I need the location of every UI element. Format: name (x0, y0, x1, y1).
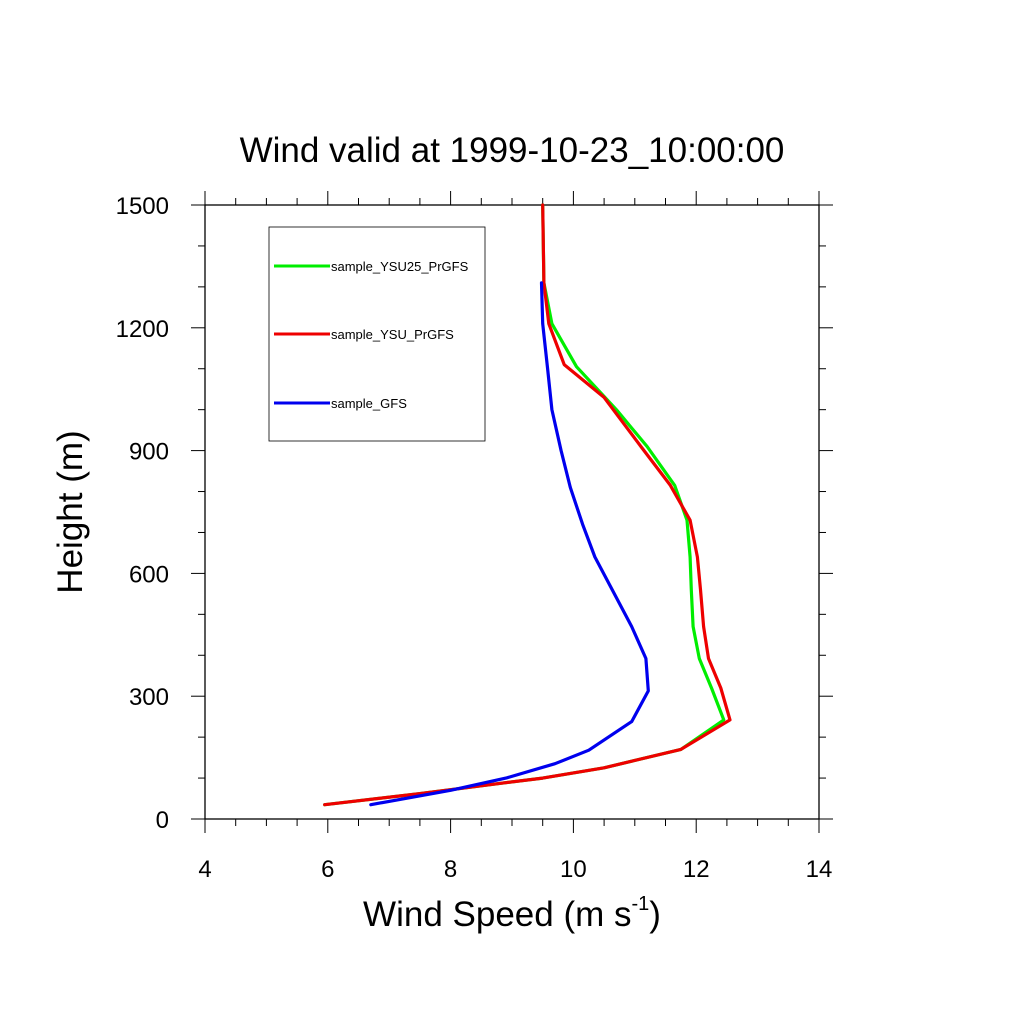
legend-label: sample_YSU_PrGFS (331, 327, 454, 342)
y-tick-label: 600 (129, 561, 169, 588)
chart-title: Wind valid at 1999-10-23_10:00:00 (240, 131, 785, 170)
x-tick-label: 10 (560, 856, 587, 883)
x-axis-label-sup: -1 (631, 893, 649, 915)
x-tick-label: 4 (198, 856, 211, 883)
y-tick-labels: 0 300 600 900 1200 1500 (116, 193, 169, 834)
x-tick-labels: 4 6 8 10 12 14 (198, 856, 832, 883)
legend-label: sample_YSU25_PrGFS (331, 259, 469, 274)
y-axis-label: Height (m) (51, 430, 90, 593)
legend-label: sample_GFS (331, 396, 407, 411)
series-line-sample-ysu-prgfs (323, 203, 732, 807)
series-lines (323, 203, 732, 807)
y-tick-label: 1200 (116, 316, 169, 343)
x-tick-label: 8 (444, 856, 457, 883)
x-axis-label: Wind Speed (m s-1) (363, 893, 661, 934)
x-tick-label: 12 (683, 856, 710, 883)
x-axis-label-main: Wind Speed (m s (363, 895, 631, 934)
x-axis-label-end: ) (649, 895, 661, 934)
y-tick-label: 900 (129, 439, 169, 466)
y-tick-label: 0 (156, 807, 169, 834)
axis-ticks (191, 191, 833, 833)
series-line-sample-gfs (369, 281, 650, 807)
y-tick-label: 1500 (116, 193, 169, 220)
legend: sample_YSU25_PrGFS sample_YSU_PrGFSsample… (268, 226, 486, 442)
x-tick-label: 6 (321, 856, 334, 883)
y-tick-label: 300 (129, 684, 169, 711)
x-tick-label: 14 (806, 856, 833, 883)
